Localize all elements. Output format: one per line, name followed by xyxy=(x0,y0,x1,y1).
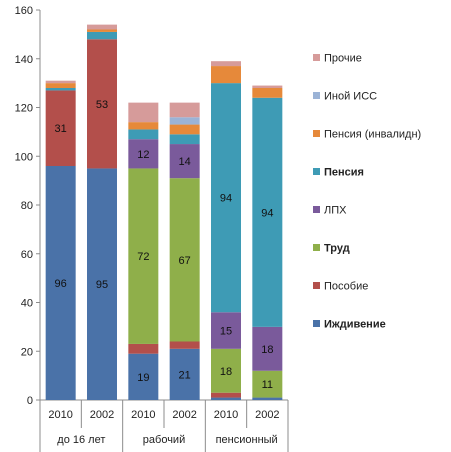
bar-segment xyxy=(45,166,76,400)
data-label: 18 xyxy=(261,344,273,356)
x-category-label: 2010 xyxy=(48,409,72,421)
bar-segment xyxy=(252,97,283,327)
bar-segment xyxy=(211,397,241,400)
y-tick-label: 20 xyxy=(21,346,33,358)
x-category-label: 2002 xyxy=(90,409,114,421)
legend-label: Пенсия (инвалидн) xyxy=(324,129,421,141)
bar-segment xyxy=(128,129,159,140)
data-label: 21 xyxy=(179,369,191,381)
data-label: 94 xyxy=(220,193,232,205)
x-category-label: 2002 xyxy=(255,409,279,421)
y-tick-label: 160 xyxy=(15,5,33,17)
bar-segment xyxy=(252,88,283,98)
bar-segment xyxy=(169,341,200,349)
data-label: 31 xyxy=(55,123,67,135)
bar-segment xyxy=(45,80,76,84)
x-group-label: пенсионный xyxy=(216,434,278,446)
data-label: 96 xyxy=(55,278,67,290)
bar-segment xyxy=(169,178,200,342)
bar-segment xyxy=(87,168,117,400)
x-category-label: 2010 xyxy=(214,409,238,421)
bar-segment xyxy=(169,144,200,179)
legend-label: Иждивение xyxy=(324,319,386,331)
x-axis-labels: 2010 2002 2010 2002 2010 2002 до 16 лет рабочий… xyxy=(39,400,289,452)
data-label: 12 xyxy=(137,149,149,161)
bar-segment xyxy=(252,85,283,88)
bar-segment xyxy=(128,102,159,123)
legend-label: ЛПХ xyxy=(324,205,347,217)
bar-segment xyxy=(169,124,200,135)
y-tick-label: 0 xyxy=(27,395,33,407)
legend-swatch xyxy=(313,168,320,175)
data-label: 15 xyxy=(220,326,232,338)
legend-swatch xyxy=(313,282,320,289)
bar-segment xyxy=(128,168,159,344)
bar-segment xyxy=(211,83,241,313)
bar-segment xyxy=(211,66,241,84)
x-category-label: 2010 xyxy=(131,409,155,421)
legend-label: Пенсия xyxy=(324,167,364,179)
bar-segment xyxy=(128,139,159,169)
bar-segment xyxy=(252,326,283,371)
bar-segment xyxy=(128,353,159,400)
data-label: 94 xyxy=(261,207,273,219)
legend-swatch xyxy=(313,54,320,61)
x-group-label: рабочий xyxy=(143,434,185,446)
data-label: 18 xyxy=(220,366,232,378)
legend-swatch xyxy=(313,92,320,99)
y-tick-label: 120 xyxy=(15,103,33,115)
bars xyxy=(45,24,283,400)
bar-segment xyxy=(128,122,159,130)
bar-segment xyxy=(211,348,241,393)
bar-segment xyxy=(87,29,117,32)
legend-swatch xyxy=(313,244,320,251)
data-label: 11 xyxy=(262,379,273,391)
data-labels: 96 31 95 53 19 72 12 21 67 14 18 15 94 11 18 94 xyxy=(55,99,274,391)
data-label: 95 xyxy=(96,279,108,291)
bar-segment xyxy=(252,370,283,398)
legend: Прочие Иной ИСС Пенсия (инвалидн) Пенсия ЛПХ… xyxy=(313,53,421,331)
y-tick-label: 100 xyxy=(15,151,33,163)
x-group-label: до 16 лет xyxy=(57,434,105,446)
data-label: 14 xyxy=(179,156,191,168)
data-label: 72 xyxy=(137,251,149,263)
bar-segment xyxy=(211,312,241,349)
y-tick-label: 40 xyxy=(21,298,33,310)
y-tick-label: 60 xyxy=(21,249,33,261)
x-category-label: 2002 xyxy=(172,409,196,421)
data-label: 67 xyxy=(179,255,191,267)
legend-swatch xyxy=(313,206,320,213)
data-label: 19 xyxy=(137,372,149,384)
legend-swatch xyxy=(313,320,320,327)
bar-segment xyxy=(45,90,76,166)
legend-label: Прочие xyxy=(324,53,362,65)
bar-segment xyxy=(169,117,200,125)
bar-segment xyxy=(87,31,117,40)
bar-segment xyxy=(128,343,159,354)
bar-segment xyxy=(211,392,241,398)
bar-segment xyxy=(169,102,200,118)
legend-swatch xyxy=(313,130,320,137)
legend-label: Иной ИСС xyxy=(324,91,377,103)
bar-segment xyxy=(45,83,76,88)
bar-segment xyxy=(169,134,200,145)
bar-segment xyxy=(87,24,117,30)
y-tick-label: 80 xyxy=(21,200,33,212)
legend-label: Труд xyxy=(324,243,350,255)
y-tick-label: 140 xyxy=(15,54,33,66)
bar-segment xyxy=(252,397,283,400)
legend-label: Пособие xyxy=(324,281,368,293)
bar-segment xyxy=(169,348,200,400)
bar-segment xyxy=(87,39,117,169)
data-label: 53 xyxy=(96,99,108,111)
bar-segment xyxy=(45,88,76,91)
bar-segment xyxy=(211,61,241,67)
